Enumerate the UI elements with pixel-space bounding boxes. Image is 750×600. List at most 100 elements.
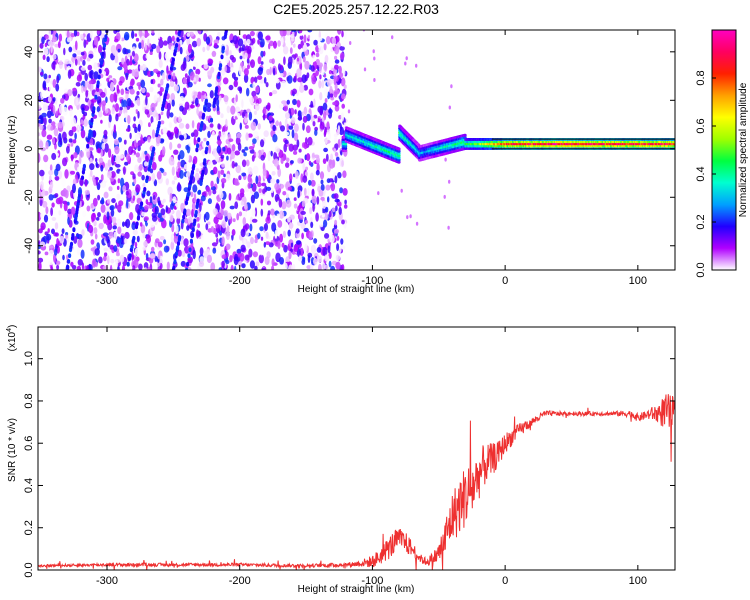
heatmap-cell xyxy=(281,201,287,210)
heatmap-cell xyxy=(49,249,54,257)
heatmap-cell xyxy=(191,201,196,212)
heatmap-cell xyxy=(196,217,200,222)
heatmap-cell xyxy=(62,131,67,141)
heatmap-cell xyxy=(77,57,81,66)
heatmap-cell xyxy=(241,149,246,153)
heatmap-cell xyxy=(405,56,408,61)
heatmap-cell xyxy=(108,186,113,192)
heatmap-cell xyxy=(75,82,81,87)
heatmap-cell xyxy=(57,121,64,129)
heatmap-cell xyxy=(78,189,82,195)
heatmap-cell xyxy=(178,116,182,123)
heatmap-cell xyxy=(245,113,248,119)
heatmap-cell xyxy=(292,98,297,106)
heatmap-cell xyxy=(212,189,217,195)
heatmap-cell xyxy=(332,207,336,213)
heatmap-cell xyxy=(77,259,84,266)
heatmap-cell xyxy=(51,202,55,208)
heatmap-cell xyxy=(313,98,316,108)
heatmap-cell xyxy=(269,164,273,168)
heatmap-cell xyxy=(97,147,101,154)
heatmap-cell xyxy=(111,107,115,115)
heatmap-cell xyxy=(183,238,189,247)
heatmap-cell xyxy=(145,54,150,59)
heatmap-cell xyxy=(72,53,77,58)
heatmap-cell xyxy=(316,196,320,205)
heatmap-cell xyxy=(176,37,180,42)
heatmap-cell xyxy=(272,134,278,143)
heatmap-cell xyxy=(48,245,54,249)
heatmap-cell xyxy=(323,73,327,78)
heatmap-cell xyxy=(245,132,249,141)
heatmap-cell xyxy=(297,110,302,117)
heatmap-cell xyxy=(192,249,196,260)
heatmap-cell xyxy=(289,47,293,54)
heatmap-cell xyxy=(201,94,204,102)
heatmap-cell xyxy=(141,39,145,50)
heatmap-cell xyxy=(93,227,98,234)
heatmap-cell xyxy=(120,203,125,214)
heatmap-cell xyxy=(100,60,104,65)
heatmap-cell xyxy=(55,163,61,172)
heatmap-cell xyxy=(285,157,290,163)
heatmap-cell xyxy=(259,79,265,84)
heatmap-cell xyxy=(206,45,210,51)
heatmap-cell xyxy=(151,43,157,50)
heatmap-cell xyxy=(293,150,298,155)
heatmap-cell xyxy=(157,83,161,88)
heatmap-cell xyxy=(116,218,122,227)
heatmap-cell xyxy=(341,30,344,38)
heatmap-cell xyxy=(157,241,163,248)
heatmap-cell xyxy=(151,161,157,171)
heatmap-cell xyxy=(322,158,327,165)
heatmap-cell xyxy=(299,84,305,94)
heatmap-cell xyxy=(134,133,140,141)
heatmap-cell xyxy=(198,30,202,35)
heatmap-cell xyxy=(87,64,93,71)
heatmap-cell xyxy=(75,120,82,127)
heatmap-cell xyxy=(239,252,245,262)
heatmap-cell xyxy=(220,169,225,175)
heatmap-cell xyxy=(52,105,56,115)
heatmap-cell xyxy=(301,74,307,84)
heatmap-cell xyxy=(330,182,336,192)
heatmap-cell xyxy=(308,160,312,166)
heatmap-cell xyxy=(304,243,308,252)
heatmap-cell xyxy=(133,68,139,78)
heatmap-cell xyxy=(90,239,95,245)
heatmap-cell xyxy=(143,205,149,211)
heatmap-cell xyxy=(224,160,230,170)
heatmap-cell xyxy=(173,126,179,135)
heatmap-cell xyxy=(122,251,126,257)
heatmap-cell xyxy=(335,261,341,270)
heatmap-cell xyxy=(43,73,48,80)
heatmap-cell xyxy=(54,222,59,230)
heatmap-cell xyxy=(44,42,48,48)
heatmap-cell xyxy=(45,206,49,215)
heatmap-cell xyxy=(175,30,178,35)
heatmap-cell xyxy=(96,30,101,35)
heatmap-cell xyxy=(173,175,178,181)
heatmap-cell xyxy=(48,102,54,110)
heatmap-cell xyxy=(313,257,318,266)
heatmap-cell xyxy=(334,64,339,70)
heatmap-cell xyxy=(229,54,235,61)
heatmap-cell xyxy=(42,200,48,208)
heatmap-cell xyxy=(40,71,44,76)
heatmap-cell xyxy=(397,147,401,151)
heatmap-cell xyxy=(101,51,105,57)
heatmap-cell xyxy=(246,108,251,113)
heatmap-cell xyxy=(339,52,345,60)
heatmap-cell xyxy=(260,61,264,65)
heatmap-cell xyxy=(335,254,341,261)
heatmap-cell xyxy=(63,202,68,212)
heatmap-cell xyxy=(118,126,121,135)
heatmap-cell xyxy=(100,119,103,124)
heatmap-cell xyxy=(334,55,338,60)
heatmap-cell xyxy=(190,191,194,198)
heatmap-cell xyxy=(241,111,245,119)
heatmap-cell xyxy=(252,81,256,89)
heatmap-cell xyxy=(115,163,121,168)
heatmap-cell xyxy=(259,226,264,232)
heatmap-cell xyxy=(134,126,138,133)
